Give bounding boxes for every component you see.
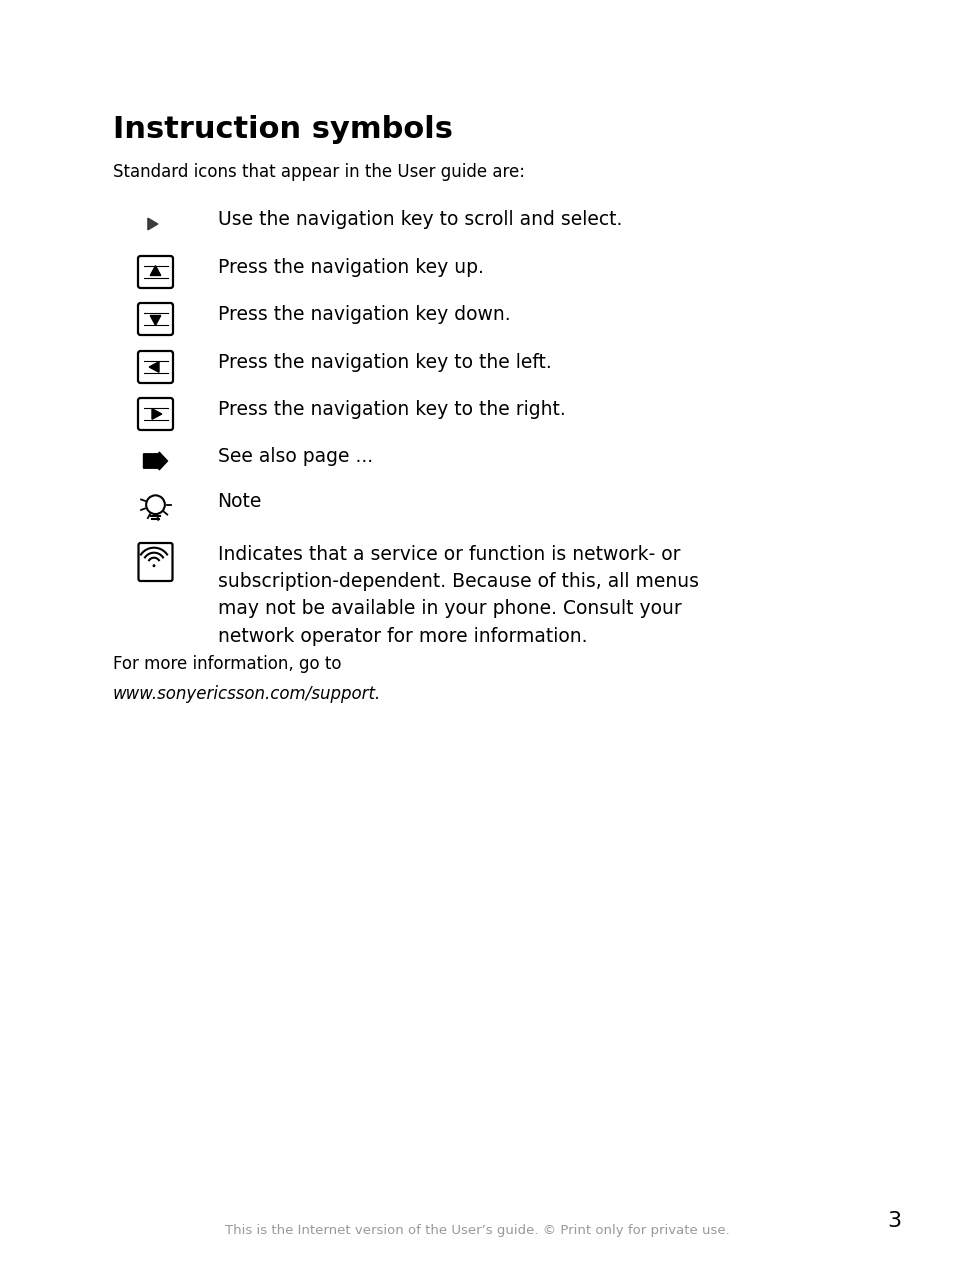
FancyBboxPatch shape: [138, 398, 172, 430]
Polygon shape: [143, 452, 168, 470]
Text: Instruction symbols: Instruction symbols: [112, 115, 452, 143]
Text: Standard icons that appear in the User guide are:: Standard icons that appear in the User g…: [112, 162, 524, 181]
Polygon shape: [152, 409, 162, 419]
Text: Press the navigation key up.: Press the navigation key up.: [217, 258, 483, 277]
FancyBboxPatch shape: [138, 256, 172, 288]
FancyBboxPatch shape: [138, 543, 172, 581]
Circle shape: [152, 565, 155, 567]
Text: www.sonyericsson.com/support.: www.sonyericsson.com/support.: [112, 685, 380, 703]
Polygon shape: [148, 218, 157, 230]
Polygon shape: [149, 362, 159, 372]
Text: Press the navigation key down.: Press the navigation key down.: [217, 305, 510, 324]
Text: This is the Internet version of the User’s guide. © Print only for private use.: This is the Internet version of the User…: [224, 1225, 729, 1237]
Text: Press the navigation key to the right.: Press the navigation key to the right.: [217, 400, 565, 419]
Text: 3: 3: [886, 1211, 901, 1231]
Text: Use the navigation key to scroll and select.: Use the navigation key to scroll and sel…: [217, 209, 621, 228]
Text: Press the navigation key to the left.: Press the navigation key to the left.: [217, 353, 551, 372]
FancyBboxPatch shape: [138, 303, 172, 335]
Polygon shape: [150, 265, 161, 275]
Polygon shape: [150, 316, 161, 325]
FancyBboxPatch shape: [138, 352, 172, 383]
Text: Note: Note: [217, 492, 262, 511]
Text: For more information, go to: For more information, go to: [112, 655, 341, 673]
Text: See also page ...: See also page ...: [217, 447, 373, 466]
Text: Indicates that a service or function is network- or
subscription-dependent. Beca: Indicates that a service or function is …: [217, 544, 698, 646]
